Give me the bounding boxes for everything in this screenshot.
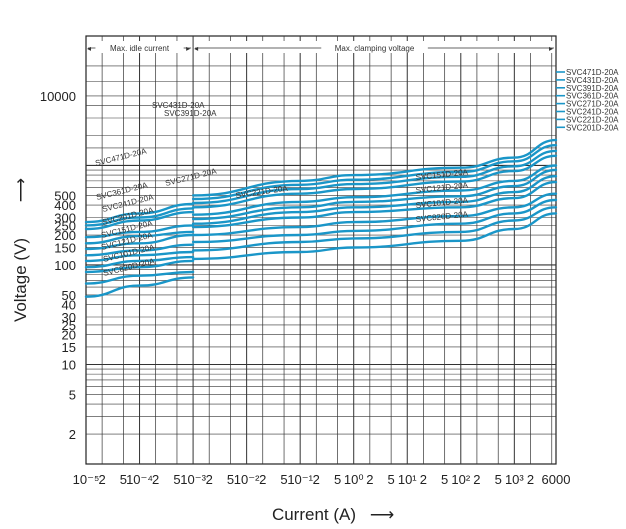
idle-curve (84, 224, 195, 239)
x-tick-label: 5 (227, 472, 234, 487)
x-tick-label: 10⁻⁴ (126, 472, 153, 487)
y-axis-title: Voltage (V) (11, 238, 30, 322)
region-band-label: Max. idle current (110, 44, 170, 53)
idle-curve (84, 259, 195, 274)
clamp-curve (191, 144, 558, 201)
y-tick-label: 500 (54, 188, 76, 203)
right-legend-label: SVC271D-20A (566, 100, 619, 109)
y-tick-label: 250 (54, 218, 76, 233)
region-band-label-bg (95, 42, 184, 53)
y-tick-label: 200 (54, 228, 76, 243)
x-tick-label: 10⁻⁵ (73, 472, 100, 487)
y-tick-label: 25 (62, 318, 76, 333)
right-legend-label: SVC391D-20A (566, 84, 619, 93)
y-tick-label: 100 (54, 258, 76, 273)
curve-label: SVC391D-20A (164, 109, 217, 118)
idle-curve (84, 250, 195, 263)
x-tick-label: 5 (280, 472, 287, 487)
x-tick-label: 6000 (542, 472, 571, 487)
clamp-curve (191, 138, 558, 197)
x-tick-label: 2 (259, 472, 266, 487)
right-legend-label: SVC431D-20A (566, 76, 619, 85)
curve-label: SVC271D-20A (164, 166, 218, 188)
y-tick-label: 400 (54, 198, 76, 213)
y-tick-label: 50 (62, 288, 76, 303)
x-tick-label: 2 (99, 472, 106, 487)
clamp-curve (191, 192, 558, 237)
x-tick-label: 10³ (505, 472, 524, 487)
clamp-curve (191, 168, 558, 221)
right-legend-label: SVC361D-20A (566, 92, 619, 101)
y-axis-arrow: ⟶ (11, 178, 30, 202)
right-legend-label: SVC241D-20A (566, 108, 619, 117)
region-band-label: Max. clamping voltage (335, 44, 415, 53)
y-tick-label: 30 (62, 310, 76, 325)
x-tick-label: 2 (473, 472, 480, 487)
clamp-curve (191, 149, 558, 205)
y-tick-label: 40 (62, 298, 76, 313)
region-band-arrow-right: ▸ (186, 44, 190, 53)
clamp-curve (191, 175, 558, 225)
idle-curve (84, 233, 195, 251)
region-band-arrow-left: ◂ (194, 44, 198, 53)
idle-curve (84, 243, 195, 257)
clamp-curve (191, 198, 558, 244)
y-tick-label: 300 (54, 210, 76, 225)
x-tick-label: 2 (420, 472, 427, 487)
clamp-curve (191, 154, 558, 209)
x-tick-label: 2 (527, 472, 534, 487)
x-tick-label: 5 (441, 472, 448, 487)
clamp-curve (191, 180, 558, 229)
x-tick-label: 10² (451, 472, 470, 487)
x-tick-label: 5 (173, 472, 180, 487)
y-tick-label: 10000 (40, 89, 76, 104)
idle-curve (84, 276, 195, 298)
idle-curve (84, 210, 195, 231)
region-bands: ◂ ▸ Max. idle current ◂ ▸ Max. clamping volta… (87, 41, 554, 53)
x-tick-label: 2 (366, 472, 373, 487)
x-tick-label: 2 (152, 472, 159, 487)
y-tick-label: 2 (69, 427, 76, 442)
x-tick-labels: 10⁻⁵ 2 5 10⁻⁴ 2 5 10⁻³ 2 5 10⁻² 2 5 10⁻¹ 2 5 10⁰ 2 5 10¹ 2 5… (73, 472, 571, 487)
right-legend-label: SVC471D-20A (566, 68, 619, 77)
region-band-arrow-left: ◂ (87, 44, 91, 53)
x-tick-label: 10⁻² (234, 472, 260, 487)
clamp-curve (191, 206, 558, 252)
region-band-arrow-right: ▸ (549, 44, 553, 53)
x-axis-arrow: ⟶ (370, 505, 394, 524)
right-legend-label: SVC201D-20A (566, 123, 619, 132)
x-tick-label: 5 (495, 472, 502, 487)
region-band-label-bg (321, 42, 428, 53)
y-tick-label: 150 (54, 240, 76, 255)
x-axis-title: Current (A) (272, 505, 356, 524)
y-tick-label: 20 (62, 328, 76, 343)
x-tick-label: 5 (388, 472, 395, 487)
idle-curve (84, 230, 195, 245)
x-tick-label: 2 (313, 472, 320, 487)
idle-curve (84, 202, 195, 224)
x-tick-label: 10⁰ (344, 472, 364, 487)
clamp-curve (191, 164, 558, 216)
x-tick-label: 10⁻³ (180, 472, 206, 487)
chart-grid (85, 35, 557, 465)
x-tick-label: 10¹ (398, 472, 417, 487)
right-legend-label: SVC221D-20A (566, 115, 619, 124)
x-tick-label: 2 (206, 472, 213, 487)
idle-curve (84, 255, 195, 269)
idle-curve (84, 270, 195, 285)
x-tick-label: 10⁻¹ (287, 472, 313, 487)
clamp-curve (191, 212, 558, 261)
x-tick-label: 5 (120, 472, 127, 487)
y-tick-labels: 1000050040030025020015010050403025201510… (40, 89, 76, 442)
y-tick-label: 10 (62, 357, 76, 372)
y-tick-label: 5 (69, 387, 76, 402)
x-tick-label: 5 (334, 472, 341, 487)
idle-curve (84, 207, 195, 227)
curve-label: SVC431D-20A (152, 101, 205, 110)
series-curves (84, 138, 558, 298)
y-tick-label: 15 (62, 340, 76, 355)
